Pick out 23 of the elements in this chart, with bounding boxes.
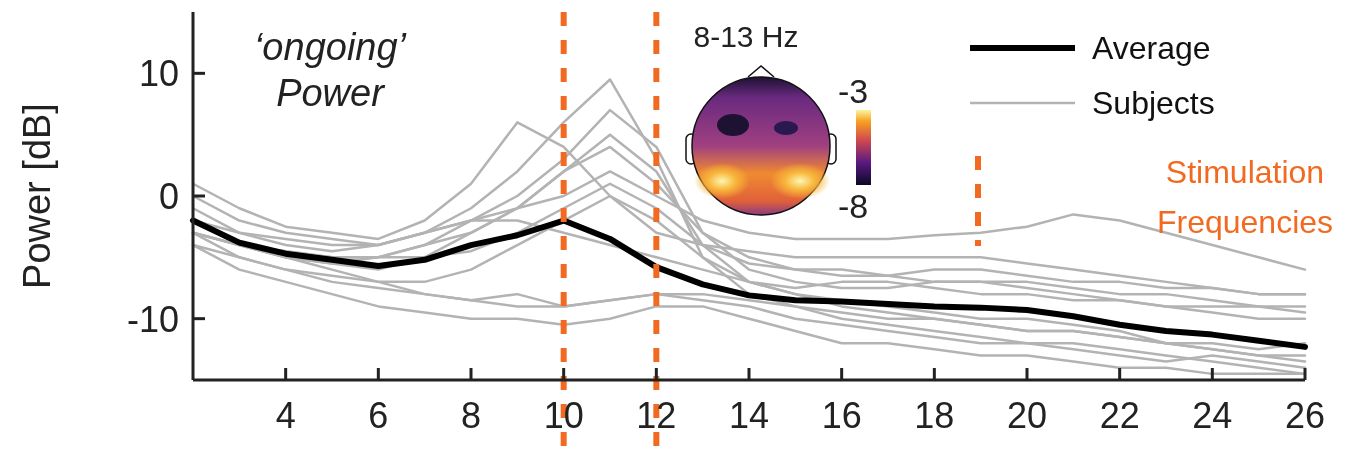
x-tick-label: 16 <box>821 395 862 436</box>
y-axis-title: Power [dB] <box>16 103 58 289</box>
x-tick-label: 18 <box>914 395 955 436</box>
y-tick-label: 10 <box>138 53 179 95</box>
legend-label: Average <box>1092 30 1211 66</box>
ref-line-label: Stimulation Frequencies <box>1156 154 1334 240</box>
annotation: -3 <box>837 72 869 110</box>
x-tick-label: 6 <box>368 395 389 436</box>
x-tick-label: 26 <box>1284 395 1326 436</box>
annotation: 8-13 Hz <box>693 20 799 53</box>
y-tick-label: 0 <box>158 176 179 217</box>
x-tick-label: 12 <box>636 395 677 436</box>
legend-label: Subjects <box>1092 85 1215 121</box>
annotation: ‘ongoing’ Power <box>253 26 407 114</box>
x-tick-label: 8 <box>460 395 482 436</box>
annotation: -8 <box>837 187 869 225</box>
x-tick-label: 10 <box>543 395 584 436</box>
y-tick-label: -10 <box>126 298 179 340</box>
x-tick-label: 24 <box>1192 395 1233 436</box>
x-tick-label: 14 <box>728 395 770 436</box>
x-tick-label: 4 <box>275 395 296 436</box>
x-tick-label: 22 <box>1099 395 1140 436</box>
x-tick-label: 20 <box>1006 395 1048 436</box>
